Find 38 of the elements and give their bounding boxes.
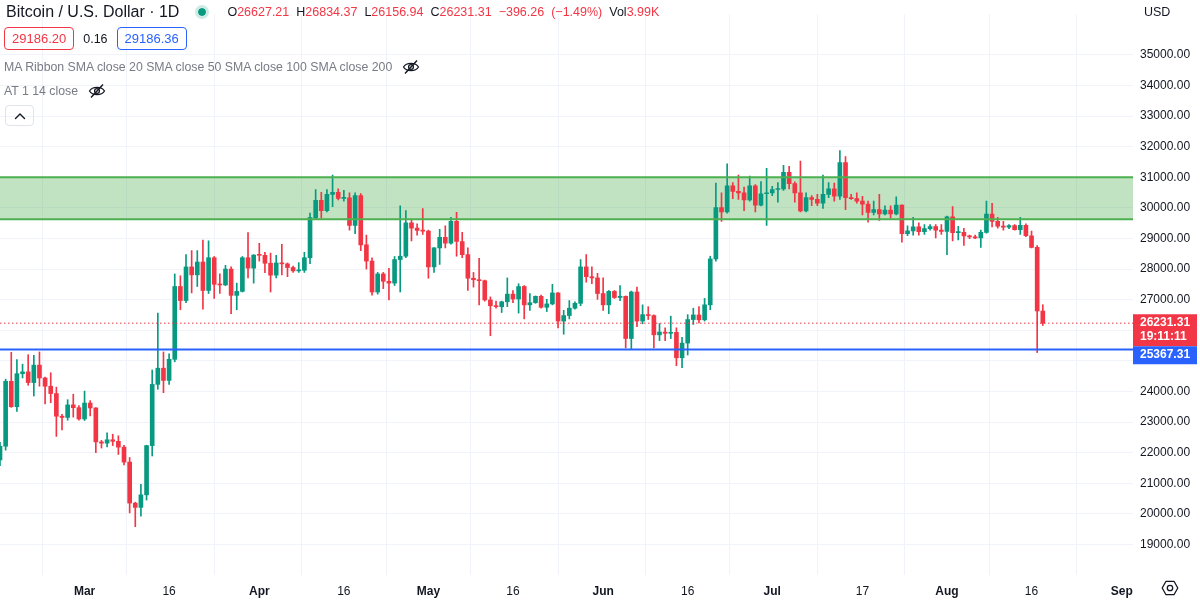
x-tick-label: 17 <box>855 583 870 598</box>
text: USD <box>1144 5 1171 19</box>
x-tick-label: Jun <box>592 583 614 598</box>
y-tick-label: 28000.00 <box>1140 261 1191 276</box>
x-tick-label: 16 <box>162 583 177 598</box>
price-button: 29186.20 <box>4 27 75 50</box>
price-button: 29186.36 <box>116 27 187 50</box>
y-tick-label: 29000.00 <box>1140 230 1191 245</box>
x-tick-label: May <box>416 583 441 598</box>
y-tick-label: 19000.00 <box>1140 536 1191 551</box>
x-tick-label: Jul <box>763 583 781 598</box>
y-tick-label: 27000.00 <box>1140 291 1191 306</box>
x-tick-label: 16 <box>681 583 695 598</box>
ref-line-label: 25367.31 <box>1140 347 1191 362</box>
y-tick-label: 20000.00 <box>1140 506 1191 521</box>
y-tick-label: 21000.00 <box>1140 475 1191 490</box>
annotation: AT 1 14 close <box>4 84 79 98</box>
y-tick-label: 24000.00 <box>1140 383 1191 398</box>
y-tick-label: 35000.00 <box>1140 47 1191 62</box>
y-tick-label: 33000.00 <box>1140 108 1191 123</box>
x-tick-label: Apr <box>248 583 270 598</box>
y-tick-label: 34000.00 <box>1140 77 1191 92</box>
y-tick-label: 31000.00 <box>1140 169 1191 184</box>
text: O26627.21 H26834.37 L26156.94 C26231.31 −396.26 (−1.49%) Vol3.99K <box>227 4 660 19</box>
x-tick-label: 16 <box>337 583 351 598</box>
y-tick-label: 23000.00 <box>1140 414 1191 429</box>
y-tick-label: 32000.00 <box>1140 138 1191 153</box>
y-tick-label: 22000.00 <box>1140 444 1191 459</box>
ref-line-label: 26231.31 19:11:11 <box>1140 315 1191 344</box>
annotation: 0.16 <box>83 31 108 46</box>
x-tick-label: Mar <box>73 583 96 598</box>
x-tick-label: Sep <box>1110 583 1133 598</box>
x-tick-label: 16 <box>506 583 520 598</box>
chart-title: Bitcoin / U.S. Dollar · 1D <box>6 2 180 21</box>
annotation: MA Ribbon SMA close 20 SMA close 50 SMA close 100 SMA close 200 <box>4 60 393 74</box>
x-tick-label: 16 <box>1024 583 1039 598</box>
y-tick-label: 30000.00 <box>1140 200 1191 215</box>
x-tick-label: Aug <box>935 583 959 598</box>
